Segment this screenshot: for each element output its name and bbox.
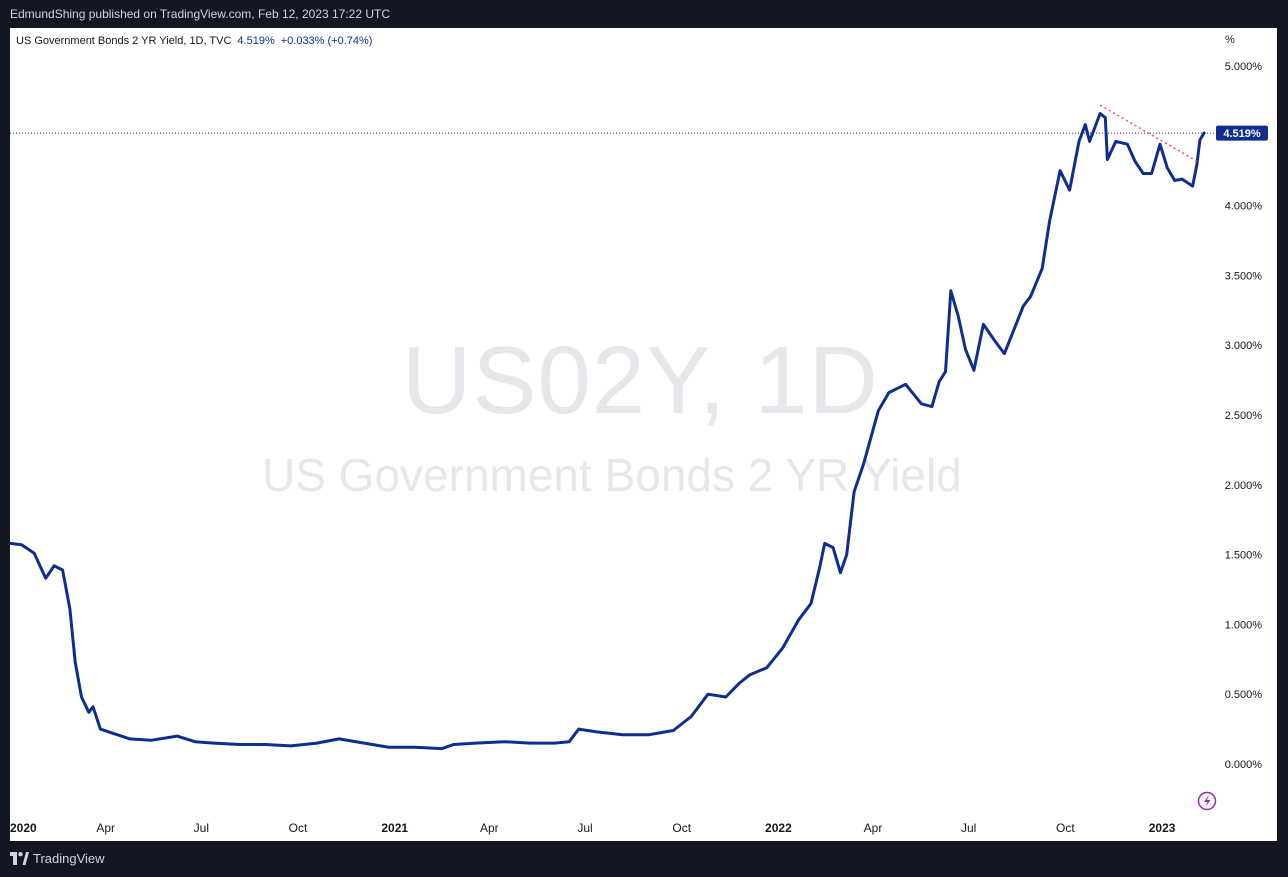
- y-tick-label: 0.000%: [1225, 759, 1263, 771]
- x-tick-label: Apr: [864, 821, 883, 835]
- publisher-text: EdmundShing published on TradingView.com…: [10, 7, 391, 21]
- chart-frame[interactable]: US02Y, 1D US Government Bonds 2 YR Yield…: [10, 28, 1277, 841]
- lightning-icon[interactable]: [1197, 791, 1217, 811]
- x-tick-label: Jul: [577, 821, 592, 835]
- x-tick-label: Apr: [480, 821, 499, 835]
- price-line: [10, 112, 1206, 751]
- x-tick-label: 2023: [1149, 821, 1176, 835]
- y-axis-unit-label: %: [1225, 34, 1235, 46]
- y-tick-label: 4.000%: [1225, 201, 1263, 213]
- footer-brand[interactable]: TradingView: [33, 851, 105, 866]
- x-tick-label: 2022: [765, 821, 792, 835]
- y-tick-label: 0.500%: [1225, 689, 1263, 701]
- y-tick-label: 3.000%: [1225, 340, 1263, 352]
- y-tick-label: 2.500%: [1225, 410, 1263, 422]
- price-chart[interactable]: %5.000%4.500%4.000%3.500%3.000%2.500%2.0…: [10, 28, 1277, 841]
- x-tick-label: 2021: [381, 821, 408, 835]
- x-tick-label: Jul: [194, 821, 209, 835]
- x-tick-label: Oct: [289, 821, 308, 835]
- symbol-legend: US Government Bonds 2 YR Yield, 1D, TVC 4…: [16, 35, 372, 47]
- x-tick-label: 2020: [10, 821, 37, 835]
- y-tick-label: 3.500%: [1225, 270, 1263, 282]
- last-price-tag: [1216, 125, 1268, 141]
- y-tick-label: 2.000%: [1225, 480, 1263, 492]
- y-tick-label: 1.500%: [1225, 550, 1263, 562]
- last-price-tag-label: 4.519%: [1223, 128, 1261, 140]
- watermark-ticker: US02Y, 1D: [402, 327, 879, 434]
- tradingview-logo-icon[interactable]: [10, 852, 29, 865]
- footer-bar: TradingView: [0, 841, 1288, 877]
- legend-title: US Government Bonds 2 YR Yield, 1D, TVC: [16, 35, 232, 47]
- y-tick-label: 1.000%: [1225, 619, 1263, 631]
- x-tick-label: Oct: [672, 821, 691, 835]
- publisher-bar: EdmundShing published on TradingView.com…: [0, 0, 1288, 28]
- legend-change: +0.033% (+0.74%): [280, 35, 373, 47]
- legend-value: 4.519%: [237, 35, 275, 47]
- trendline-drawing[interactable]: [1099, 104, 1200, 163]
- x-tick-label: Apr: [96, 821, 115, 835]
- x-tick-label: Oct: [1056, 821, 1075, 835]
- x-tick-label: Jul: [961, 821, 976, 835]
- watermark-name: US Government Bonds 2 YR Yield: [262, 449, 962, 501]
- y-tick-label: 5.000%: [1225, 61, 1263, 73]
